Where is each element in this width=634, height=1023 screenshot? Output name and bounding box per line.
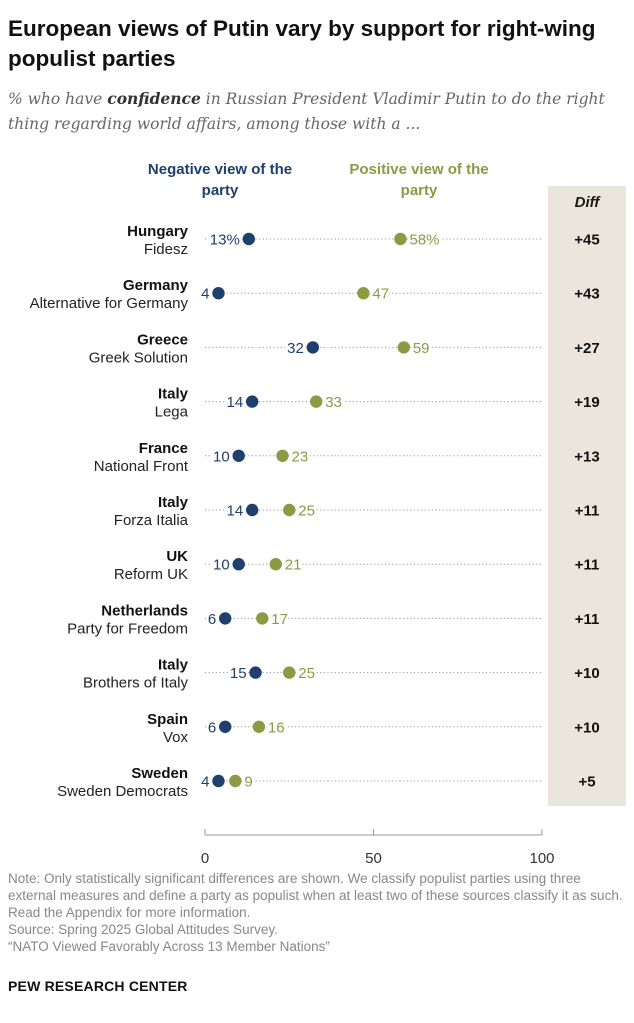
country-label: Sweden [131, 765, 188, 782]
neg-dot [212, 774, 225, 788]
country-label: Spain [147, 711, 188, 728]
pos-value-label: 33 [325, 394, 342, 411]
pos-dot [397, 341, 411, 354]
pos-value-label: 17 [271, 611, 288, 628]
subtitle-rest: in Russian President Vladimir Putin to d… [8, 90, 605, 133]
party-label: Fidesz [144, 241, 188, 258]
pos-value-label: 25 [298, 503, 315, 520]
neg-dot [219, 720, 232, 733]
party-label: Alternative for Germany [30, 295, 189, 312]
diff-value: +27 [574, 340, 599, 357]
neg-value-label: 4 [201, 286, 209, 303]
neg-value-label: 10 [213, 557, 230, 574]
country-label: UK [166, 548, 188, 565]
party-label: Lega [155, 404, 189, 421]
party-label: Reform UK [114, 566, 188, 583]
party-label: Vox [163, 729, 189, 746]
pos-dot [283, 503, 296, 517]
diff-value: +5 [578, 774, 595, 791]
subtitle-emphasis: confidence [107, 89, 201, 108]
pos-value-label: 21 [285, 557, 302, 574]
x-tick-label: 50 [365, 850, 382, 867]
neg-value-label: 14 [226, 503, 243, 520]
neg-value-label: 10 [213, 448, 230, 465]
pew-logo-text: PEW RESEARCH CENTER [8, 978, 188, 994]
country-label: Hungary [127, 223, 189, 240]
pos-value-label: 59 [413, 340, 430, 357]
pos-dot [310, 395, 323, 408]
neg-dot [232, 449, 245, 462]
neg-dot [306, 341, 320, 354]
party-label: National Front [94, 458, 189, 475]
chart-title: European views of Putin vary by support … [8, 16, 596, 71]
diff-value: +45 [574, 232, 599, 249]
pos-dot [283, 666, 296, 679]
neg-value-label: 14 [226, 394, 243, 411]
x-tick-label: 0 [201, 850, 209, 867]
pos-dot [229, 774, 242, 788]
pos-dot [357, 287, 370, 300]
pos-value-label: 9 [244, 774, 252, 791]
neg-dot [245, 395, 259, 408]
pos-value-label: 25 [298, 665, 315, 682]
pos-dot [276, 449, 289, 462]
diff-value: +10 [574, 665, 599, 682]
neg-value-label: 6 [208, 719, 216, 736]
pos-value-label: 23 [292, 448, 309, 465]
legend-negative: Negative view of the party [147, 161, 293, 199]
country-label: Germany [123, 277, 189, 294]
neg-value-label: 15 [230, 665, 247, 682]
diff-value: +11 [575, 611, 600, 628]
footnotes: Note: Only statistically significant dif… [8, 870, 628, 955]
diff-header: Diff [574, 194, 600, 211]
neg-dot [249, 666, 262, 679]
neg-dot [232, 558, 245, 571]
diff-column-background [548, 186, 626, 806]
neg-value-label: 4 [201, 774, 209, 791]
note-text: Note: Only statistically significant dif… [8, 871, 623, 920]
neg-dot [219, 612, 232, 625]
party-label: Sweden Democrats [57, 783, 188, 800]
party-label: Forza Italia [114, 512, 189, 529]
pos-dot [252, 720, 266, 733]
party-label: Brothers of Italy [83, 675, 189, 692]
neg-value-label: 32 [287, 340, 304, 357]
neg-dot [212, 287, 225, 300]
country-label: Italy [158, 386, 189, 403]
diff-value: +13 [574, 448, 599, 465]
pos-value-label: 58% [409, 232, 439, 249]
source-text: Source: Spring 2025 Global Attitudes Sur… [8, 922, 278, 937]
legend-positive: Positive view of the party [349, 161, 489, 199]
pos-value-label: 16 [268, 719, 285, 736]
diff-value: +19 [574, 394, 599, 411]
pos-dot [269, 558, 282, 571]
neg-dot [242, 232, 256, 246]
pos-dot [394, 232, 407, 246]
diff-value: +11 [575, 557, 600, 574]
diff-value: +10 [574, 719, 599, 736]
x-tick-label: 100 [529, 850, 554, 867]
diff-value: +43 [574, 286, 599, 303]
chart-subtitle: % who have confidence in Russian Preside… [8, 86, 628, 137]
diff-value: +11 [575, 503, 600, 520]
neg-value-label: 13% [210, 232, 240, 249]
country-label: Italy [158, 494, 189, 511]
country-label: Italy [158, 657, 189, 674]
party-label: Greek Solution [89, 349, 188, 366]
country-label: Greece [137, 331, 188, 348]
pos-value-label: 47 [372, 286, 389, 303]
country-label: Netherlands [101, 602, 188, 619]
pos-dot [256, 612, 269, 625]
party-label: Party for Freedom [67, 620, 188, 637]
country-label: France [139, 440, 188, 457]
subtitle-prefix: % who have [8, 90, 108, 108]
neg-dot [245, 503, 259, 517]
neg-value-label: 6 [208, 611, 216, 628]
report-title: “NATO Viewed Favorably Across 13 Member … [8, 939, 330, 954]
